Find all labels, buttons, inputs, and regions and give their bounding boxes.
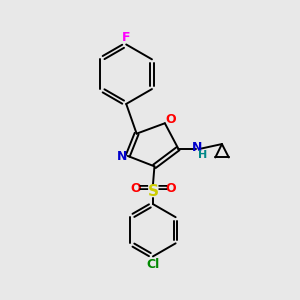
Text: H: H bbox=[198, 150, 207, 160]
Text: F: F bbox=[122, 32, 130, 44]
Text: =: = bbox=[157, 181, 168, 195]
Text: O: O bbox=[130, 182, 141, 195]
Text: Cl: Cl bbox=[146, 258, 160, 271]
Text: =: = bbox=[138, 181, 149, 195]
Text: N: N bbox=[191, 140, 202, 154]
Text: S: S bbox=[148, 184, 158, 199]
Text: N: N bbox=[117, 150, 127, 163]
Text: O: O bbox=[165, 182, 175, 195]
Text: O: O bbox=[165, 113, 175, 126]
